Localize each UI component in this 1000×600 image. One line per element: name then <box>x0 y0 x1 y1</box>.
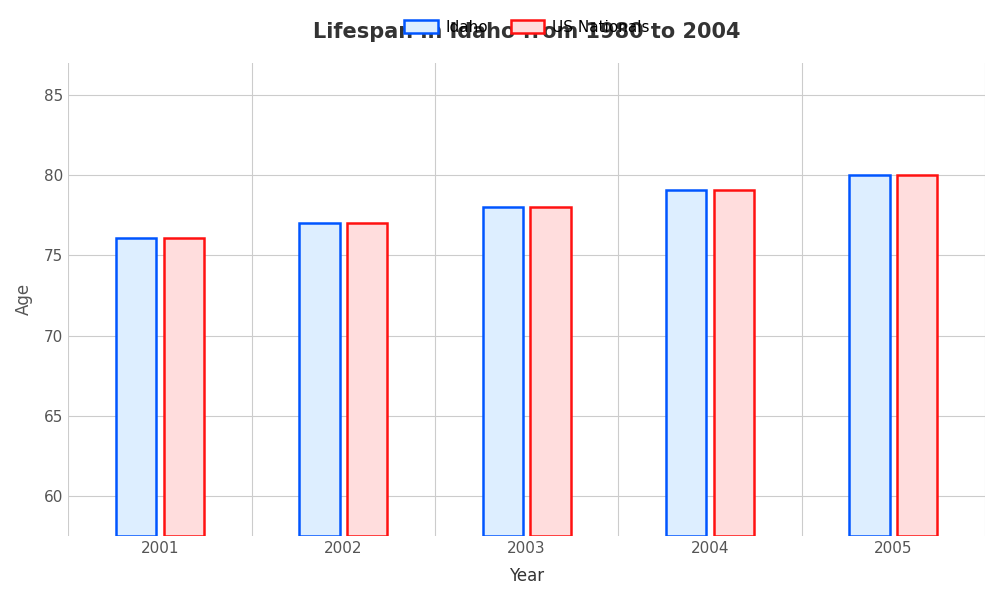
Y-axis label: Age: Age <box>15 283 33 316</box>
Bar <box>483 207 523 536</box>
Bar <box>116 238 156 536</box>
Bar <box>849 175 890 536</box>
Bar <box>897 175 937 536</box>
Bar <box>164 238 204 536</box>
Title: Lifespan in Idaho from 1980 to 2004: Lifespan in Idaho from 1980 to 2004 <box>313 22 740 42</box>
Bar <box>347 223 387 536</box>
Legend: Idaho, US Nationals: Idaho, US Nationals <box>398 14 656 41</box>
X-axis label: Year: Year <box>509 567 544 585</box>
Bar <box>530 207 571 536</box>
Bar <box>299 223 340 536</box>
Bar <box>714 190 754 536</box>
Bar <box>666 190 706 536</box>
